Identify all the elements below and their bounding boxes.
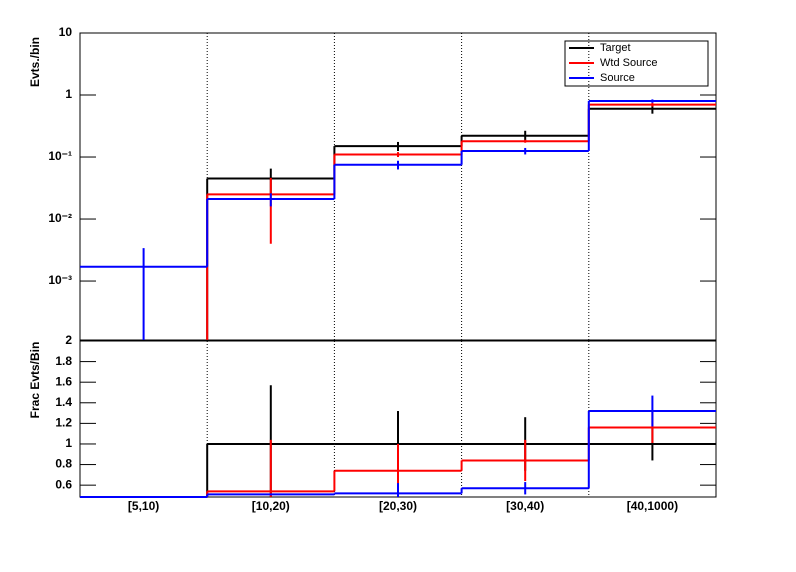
x-tick-label: [40,1000) xyxy=(627,499,678,513)
y-tick-label: 10⁻² xyxy=(48,211,72,225)
y-tick-label: 0.8 xyxy=(55,457,72,471)
x-tick-label: [5,10) xyxy=(128,499,159,513)
top-frame xyxy=(79,32,717,341)
y-tick-label: 1.4 xyxy=(55,395,72,409)
y-tick-label: 1.6 xyxy=(55,374,72,388)
y-tick-label: 1 xyxy=(65,87,72,101)
y-axis-title: Evts./bin xyxy=(28,37,42,87)
y-tick-label: 0.6 xyxy=(55,477,72,491)
legend-label: Source xyxy=(600,72,635,84)
y-axis-title: Frac Evts/Bin xyxy=(28,342,42,419)
y-tick-label: 1 xyxy=(65,436,72,450)
y-tick-label: 10⁻³ xyxy=(48,273,72,287)
x-tick-label: [10,20) xyxy=(252,499,290,513)
x-tick-label: [20,30) xyxy=(379,499,417,513)
legend-label: Target xyxy=(600,42,631,54)
y-tick-label: 1.2 xyxy=(55,416,72,430)
x-tick-label: [30,40) xyxy=(506,499,544,513)
y-tick-label: 10 xyxy=(59,25,73,39)
y-tick-label: 10⁻¹ xyxy=(48,149,72,163)
legend-label: Wtd Source xyxy=(600,57,657,69)
y-tick-label: 1.8 xyxy=(55,354,72,368)
y-tick-label: 2 xyxy=(65,333,72,347)
